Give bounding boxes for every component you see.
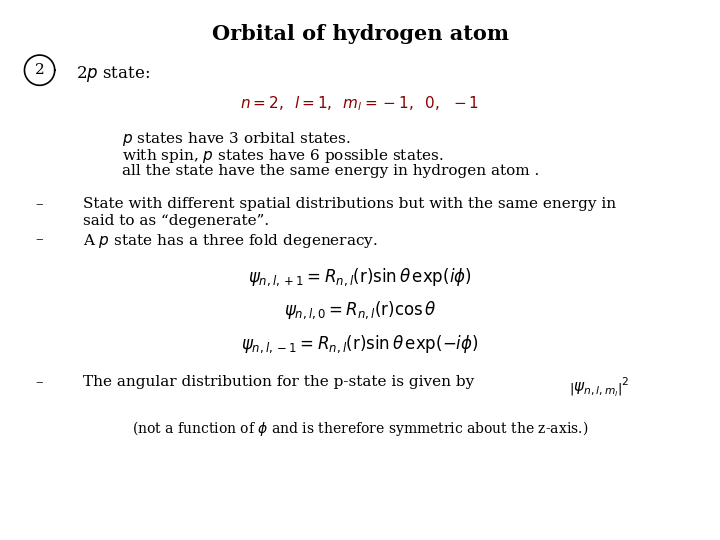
Text: Orbital of hydrogen atom: Orbital of hydrogen atom (212, 24, 508, 44)
Text: –: – (36, 197, 43, 211)
Text: The angular distribution for the p-state is given by: The angular distribution for the p-state… (83, 375, 474, 389)
Text: $\psi_{n,l,-1} = R_{n,l}(\mathrm{r})\sin\theta\,\mathrm{exp}(-i\phi)$: $\psi_{n,l,-1} = R_{n,l}(\mathrm{r})\sin… (241, 333, 479, 355)
Text: A $p$ state has a three fold degeneracy.: A $p$ state has a three fold degeneracy. (83, 232, 377, 249)
Text: (not a function of $\phi$ and is therefore symmetric about the z-axis.): (not a function of $\phi$ and is therefo… (132, 418, 588, 437)
Text: with spin, $p$ states have 6 possible states.: with spin, $p$ states have 6 possible st… (122, 147, 444, 165)
Text: 2: 2 (35, 63, 45, 77)
Text: 2$p$ state:: 2$p$ state: (76, 64, 150, 84)
Text: $\psi_{n,l,+1} = R_{n,l}(\mathrm{r})\sin\theta\,\mathrm{exp}(i\phi)$: $\psi_{n,l,+1} = R_{n,l}(\mathrm{r})\sin… (248, 266, 472, 288)
Text: –: – (36, 375, 43, 389)
Text: $\left|\psi_{n,l,m_l}\right|^2$: $\left|\psi_{n,l,m_l}\right|^2$ (569, 375, 629, 399)
Text: $n=2, \;\; l=1, \;\; m_l = -1, \;\; 0, \;\; -1$: $n=2, \;\; l=1, \;\; m_l = -1, \;\; 0, \… (240, 94, 480, 113)
Text: $\psi_{n,l,0} = R_{n,l}(\mathrm{r})\cos\theta$: $\psi_{n,l,0} = R_{n,l}(\mathrm{r})\cos\… (284, 300, 436, 321)
Text: all the state have the same energy in hydrogen atom .: all the state have the same energy in hy… (122, 164, 540, 178)
Text: said to as “degenerate”.: said to as “degenerate”. (83, 214, 269, 228)
Text: $p$ states have 3 orbital states.: $p$ states have 3 orbital states. (122, 130, 351, 147)
Text: State with different spatial distributions but with the same energy in: State with different spatial distributio… (83, 197, 616, 211)
Text: –: – (36, 232, 43, 246)
